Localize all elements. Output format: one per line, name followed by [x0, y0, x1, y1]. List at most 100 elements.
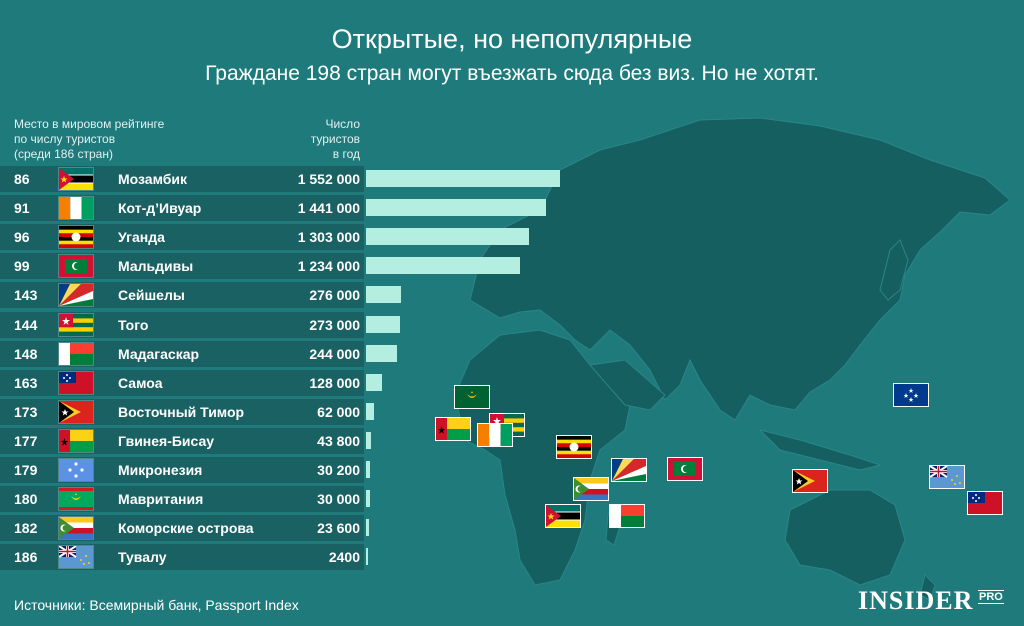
country-label: Гвинея-Бисау — [118, 432, 215, 449]
country-label: Мавритания — [118, 491, 204, 508]
maldives-map-flag-icon — [668, 458, 702, 480]
east-timor-flag-icon — [59, 400, 93, 423]
togo-flag-icon — [59, 313, 93, 336]
uganda-map-flag-icon — [557, 436, 591, 458]
country-label: Того — [118, 316, 149, 333]
africa-landmass — [454, 329, 631, 586]
rank-label: 148 — [14, 345, 38, 362]
bar — [366, 315, 401, 333]
rank-label: 99 — [14, 258, 30, 275]
country-label: Мальдивы — [118, 258, 194, 275]
rank-header-line: Место в мировом рейтинге — [14, 117, 165, 131]
rank-header-line: по числу туристов — [14, 132, 116, 146]
mozambique-flag-icon — [59, 168, 93, 190]
bar — [366, 373, 382, 391]
source-note: Источники: Всемирный банк, Passport Inde… — [14, 597, 299, 613]
bar — [366, 519, 369, 537]
east-timor-map-flag-icon — [793, 470, 827, 492]
tuvalu-flag-icon — [59, 546, 93, 569]
madagascar-map-flag-icon — [610, 505, 644, 527]
rank-header-line: (среди 186 стран) — [14, 147, 113, 161]
value-label: 2400 — [328, 549, 360, 566]
country-label: Коморские острова — [118, 520, 254, 537]
guinea-bissau-map-flag-icon — [436, 418, 470, 440]
seychelles-flag-icon — [59, 284, 93, 307]
samoa-flag-icon — [59, 371, 93, 394]
country-label: Сейшелы — [118, 287, 185, 304]
japan-landmass — [879, 239, 909, 301]
comoros-map-flag-icon — [574, 478, 608, 500]
australia-landmass — [784, 489, 906, 586]
insider-pro-badge: PRO — [978, 590, 1004, 604]
rank-label: 144 — [14, 316, 38, 333]
bar — [366, 402, 374, 420]
value-label: 276 000 — [309, 287, 360, 304]
value-label: 30 200 — [317, 462, 360, 478]
value-label: 1 441 000 — [297, 200, 360, 217]
value-label: 1 303 000 — [297, 229, 360, 246]
insider-logo: INSIDER — [858, 586, 974, 615]
rank-label: 96 — [14, 229, 30, 246]
rank-label: 143 — [14, 287, 38, 304]
micronesia-flag-icon — [59, 459, 93, 481]
value-label: 244 000 — [309, 345, 360, 362]
guinea-bissau-flag-icon — [59, 429, 93, 452]
bar — [366, 431, 372, 449]
tuvalu-map-flag-icon — [930, 466, 964, 488]
rank-label: 177 — [14, 432, 38, 449]
seychelles-map-flag-icon — [612, 459, 646, 481]
country-label: Мадагаскар — [118, 345, 200, 362]
uganda-flag-icon — [59, 226, 93, 249]
bar — [366, 548, 368, 566]
country-label: Восточный Тимор — [118, 403, 245, 420]
bar — [366, 461, 370, 478]
rank-label: 91 — [14, 200, 30, 217]
rank-label: 173 — [14, 403, 38, 420]
bar — [366, 490, 370, 508]
chart-title: Открытые, но непопулярные — [331, 24, 693, 54]
samoa-map-flag-icon — [968, 492, 1002, 514]
country-label: Уганда — [118, 229, 165, 246]
madagascar-flag-icon — [59, 342, 93, 365]
new-zealand-landmass — [919, 574, 936, 601]
bar — [366, 199, 547, 217]
value-label: 62 000 — [317, 403, 360, 420]
mozambique-map-flag-icon — [546, 505, 580, 527]
bar — [366, 286, 401, 304]
rank-label: 179 — [14, 462, 38, 478]
country-label: Микронезия — [118, 462, 203, 478]
maldives-flag-icon — [59, 255, 93, 278]
value-label: 1 234 000 — [297, 258, 360, 275]
indonesia-landmass — [758, 429, 882, 471]
rank-label: 163 — [14, 374, 38, 391]
value-label: 43 800 — [317, 432, 360, 449]
country-label: Тувалу — [118, 549, 167, 566]
mauritania-map-flag-icon — [455, 386, 489, 408]
mauritania-flag-icon — [59, 488, 93, 511]
country-label: Самоа — [118, 374, 163, 391]
country-label: Мозамбик — [118, 171, 188, 187]
rank-column-header: Место в мировом рейтинге по числу турист… — [14, 117, 164, 162]
value-label: 23 600 — [317, 520, 360, 537]
cote-divoire-flag-icon — [59, 197, 93, 220]
micronesia-map-flag-icon — [894, 384, 928, 406]
rank-label: 86 — [14, 171, 30, 187]
eurasia-landmass — [469, 117, 1011, 421]
bar — [366, 170, 560, 187]
rank-label: 186 — [14, 549, 38, 566]
value-header-line: в год — [332, 147, 360, 161]
value-label: 273 000 — [309, 316, 360, 333]
cote-divoire-map-flag-icon — [478, 424, 512, 446]
chart-subtitle: Граждане 198 стран могут въезжать сюда б… — [205, 62, 819, 85]
value-label: 1 552 000 — [297, 171, 360, 187]
bar — [366, 257, 521, 275]
value-header-line: туристов — [310, 132, 360, 146]
value-column-header: Число туристов в год — [280, 117, 360, 162]
value-header-line: Число — [325, 117, 360, 131]
value-label: 30 000 — [317, 491, 360, 508]
bar — [366, 228, 529, 246]
bar — [366, 344, 397, 362]
rank-label: 180 — [14, 491, 38, 508]
value-label: 128 000 — [309, 374, 360, 391]
